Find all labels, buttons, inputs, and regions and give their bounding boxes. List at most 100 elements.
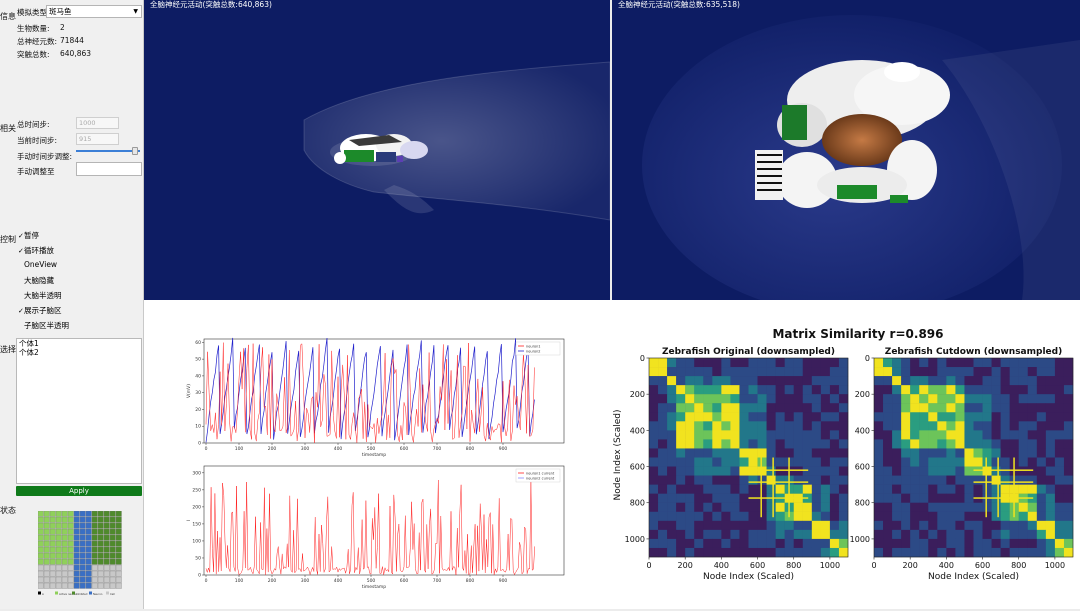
list-item[interactable]: 个体1 [19,339,39,348]
grid-cell [38,564,44,571]
matrix-cell [811,457,822,467]
brain-view-right[interactable]: 全脑神经元活动(突触总数:635,518) [612,0,1080,300]
checkbox-item[interactable]: ✓暂停 [18,230,39,241]
checkbox-item[interactable]: ✓展示子脑区 [18,305,62,316]
matrix-cell [919,430,929,440]
y-tick-label: 0 [640,354,645,363]
x-tick-label: 100 [235,578,244,584]
grid-cell [49,582,56,589]
matrix-cell [721,511,731,522]
matrix-cell [1045,538,1056,549]
matrix-cell [676,430,686,440]
matrix-cell [946,412,956,422]
grid-cell [103,511,110,517]
x-tick-label: 800 [466,578,475,584]
grid-cell [97,516,104,523]
matrix-cell [919,367,929,377]
matrix-cell [883,421,893,431]
matrix-stripe [748,481,809,483]
matrix-cell [973,466,983,476]
matrix-cell [730,475,740,485]
grid-cell [109,576,116,583]
matrix-cell [1009,520,1019,531]
matrix-cell [910,547,920,558]
y-tick-label: 400 [630,426,645,435]
matrix-cell [667,412,677,422]
checkbox-item[interactable]: 大脑半透明 [18,290,62,301]
matrix-cell [982,421,992,431]
matrix-cell [973,511,983,522]
legend-swatch [55,591,58,595]
matrix-cell [1036,439,1047,449]
grid-cell [85,582,92,589]
y-axis-label: I [186,520,192,521]
matrix-cell [730,502,740,512]
matrix-cell [829,493,840,503]
checkbox-item[interactable]: OneView [18,260,57,269]
matrix-cell [1036,448,1047,458]
matrix-cell [946,358,956,368]
matrix-cell [982,412,992,422]
matrix-cell [910,475,920,485]
brain-model-large [755,60,950,208]
matrix-cell [757,385,767,395]
matrix-cell [937,520,947,531]
matrix-cell [721,439,731,449]
matrix-cell [1036,502,1047,512]
matrix-cell [748,475,758,485]
current-step-field[interactable]: 915 [76,133,119,145]
matrix-cell [937,367,947,377]
x-tick-label: 200 [678,561,693,570]
matrix-cell [703,457,713,467]
matrix-cell [730,511,740,522]
timestep-slider-handle[interactable] [132,147,138,155]
grid-cell [67,516,74,523]
matrix-cell [667,511,677,522]
grid-cell [103,546,110,553]
checkbox-item[interactable]: 大脑隐藏 [18,275,54,286]
x-tick-label: 700 [433,578,442,584]
matrix-cell [694,493,704,503]
grid-cell [61,570,68,577]
matrix-cell [910,430,920,440]
grid-cell [43,558,50,565]
matrix-cell [667,547,677,558]
matrix-cell [721,529,731,540]
matrix-cell [1054,412,1065,422]
matrix-cell [1000,358,1010,368]
matrix-cell [1054,358,1065,368]
total-steps-field[interactable]: 1000 [76,117,119,129]
matrix-cell [910,502,920,512]
legend-swatch [106,591,109,595]
checkbox-item[interactable]: ✓循环播放 [18,245,54,256]
grid-cell [61,558,68,565]
sim-type-select[interactable]: 斑马鱼 ▼ [46,5,142,18]
timestep-slider-track[interactable] [76,150,140,152]
matrix-cell [838,538,849,549]
matrix-cell [685,367,695,377]
matrix-cell [775,475,785,485]
matrix-cell [901,394,911,404]
checkbox-item[interactable]: 子脑区半透明 [18,320,69,331]
apply-button[interactable]: Apply [16,486,142,496]
matrix-cell [793,439,803,449]
grid-cell [79,582,86,589]
grid-cell [43,576,50,583]
matrix-cell [730,385,740,395]
y-tick-label: 600 [630,463,645,472]
x-tick-label: 200 [268,446,277,452]
matrix-cell [955,484,965,494]
matrix-cell [649,403,659,413]
matrix-cell [703,538,713,549]
individual-list[interactable]: 个体1 个体2 [16,338,142,484]
manual-set-input[interactable] [76,162,142,176]
matrix-stripe [985,457,987,518]
matrix-cell [739,367,749,377]
list-item[interactable]: 个体2 [19,348,39,357]
matrix-cell [721,430,731,440]
brain-view-left[interactable]: 全脑神经元活动(突触总数:640,863) [144,0,610,300]
matrix-cell [703,529,713,540]
current-step-label: 当前时间步: [17,136,58,145]
grid-cell [115,528,122,535]
matrix-cell [793,538,803,549]
